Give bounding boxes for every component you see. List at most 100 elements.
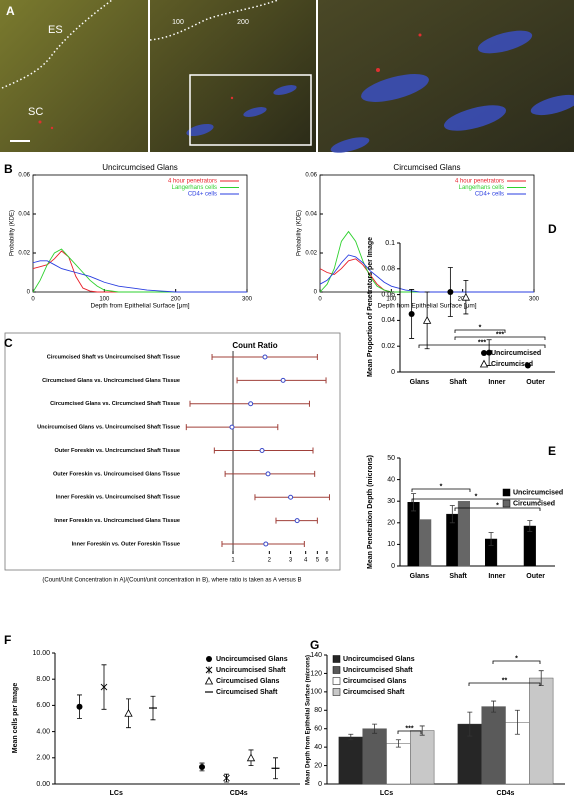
line-series xyxy=(32,248,247,293)
point-estimate xyxy=(265,471,271,477)
marker xyxy=(199,763,205,770)
bar xyxy=(338,736,363,785)
significance-label: * xyxy=(475,493,478,500)
legend-label: Circumcised Shaft xyxy=(343,689,405,696)
legend-swatch xyxy=(332,677,341,685)
error-bar xyxy=(514,709,520,735)
x-tick-label: 300 xyxy=(242,297,253,303)
y-tick-label: 80 xyxy=(314,707,322,714)
legend-label: Circumcised Shaft xyxy=(216,689,278,696)
x-tick-label: LCs xyxy=(110,790,123,797)
penetrators xyxy=(38,33,422,130)
row-label: Outer Foreskin vs. Uncircumcised Glans T… xyxy=(53,471,180,477)
x-tick-label: Outer xyxy=(526,573,545,580)
y-tick-label: 100 xyxy=(310,689,322,696)
x-tick-label: Shaft xyxy=(449,379,467,386)
y-tick-label: 2.00 xyxy=(36,755,50,762)
y-axis-label: Probability (KDE) xyxy=(10,210,16,256)
y-tick-label: 0.04 xyxy=(18,212,30,218)
x-tick-label: Glans xyxy=(410,573,430,580)
row-label: Inner Foreskin vs. Uncircumcised Glans T… xyxy=(54,518,180,524)
x-tick-label: Glans xyxy=(410,379,430,386)
row-label: Circumcised Shaft vs Uncircumcised Shaft… xyxy=(47,354,180,360)
legend-label: Circumcised xyxy=(491,361,533,368)
significance-label: * xyxy=(440,483,443,490)
y-tick-label: 0 xyxy=(27,290,31,296)
x-tick-label: LCs xyxy=(380,790,393,797)
legend-swatch xyxy=(332,666,341,674)
legend-label: Circumcised Glans xyxy=(216,678,280,685)
line-series xyxy=(32,260,247,293)
legend-label: Circumcised xyxy=(513,500,555,507)
y-tick-label: 30 xyxy=(387,498,395,505)
panel-label: G xyxy=(310,638,319,652)
significance-bracket xyxy=(454,507,541,511)
y-tick-label: 0.06 xyxy=(18,173,30,179)
marker xyxy=(223,774,230,782)
y-tick-label: 40 xyxy=(387,476,395,483)
row-label: Circumcised Glans vs. Circumcised Shaft … xyxy=(50,401,180,407)
zoom-box xyxy=(189,74,312,146)
region-label: SC xyxy=(28,106,43,118)
significance-bracket xyxy=(411,498,541,502)
y-axis-label: Mean cells per Image xyxy=(12,683,19,754)
y-tick-label: 40 xyxy=(314,744,322,751)
marker xyxy=(461,292,471,301)
footnote: (Count/Unit Concentration in A)/(Count/u… xyxy=(42,578,301,584)
bar xyxy=(362,728,387,785)
legend-label: 4 hour penetrators xyxy=(168,179,217,185)
x-tick-label: Inner xyxy=(488,573,505,580)
y-tick-label: 8.00 xyxy=(36,676,50,683)
chart-title: Circumcised Glans xyxy=(393,163,460,172)
y-tick-label: 6.00 xyxy=(36,702,50,709)
significance-bracket xyxy=(492,660,541,664)
y-tick-label: 0.06 xyxy=(381,291,395,298)
x-tick-label: 4 xyxy=(304,558,308,564)
x-tick-label: Shaft xyxy=(449,573,467,580)
y-tick-label: 0 xyxy=(391,369,395,376)
x-tick-label: 2 xyxy=(268,558,272,564)
y-tick-label: 0.00 xyxy=(36,781,50,788)
image-tick-label: 100 xyxy=(172,19,184,26)
y-tick-label: 10.00 xyxy=(32,650,50,657)
y-tick-label: 4.00 xyxy=(36,728,50,735)
significance-label: ** xyxy=(502,677,508,684)
micrograph xyxy=(0,0,148,152)
significance-bracket xyxy=(397,730,422,734)
marker xyxy=(204,676,214,685)
point-estimate xyxy=(229,424,235,430)
bar xyxy=(529,677,554,785)
y-tick-label: 0.02 xyxy=(305,251,317,257)
y-tick-label: 0.06 xyxy=(305,173,317,179)
error-bar xyxy=(411,493,417,512)
legend-swatch xyxy=(502,499,511,508)
panel-label: E xyxy=(548,444,556,458)
x-tick-label: 0 xyxy=(31,297,35,303)
y-tick-label: 140 xyxy=(310,652,322,659)
bar xyxy=(386,743,411,785)
y-axis-label: Mean Penetration Depth (microns) xyxy=(367,455,374,569)
marker xyxy=(205,666,213,674)
legend-label: CD4+ cells xyxy=(188,192,217,198)
x-tick-label: 3 xyxy=(289,558,293,564)
point-estimate xyxy=(263,541,269,547)
bar xyxy=(481,706,506,785)
panel-label: A xyxy=(6,4,15,18)
error-bar xyxy=(348,733,354,741)
x-tick-label: CD4s xyxy=(497,790,515,797)
marker xyxy=(422,316,432,324)
bar xyxy=(523,525,536,567)
significance-bracket xyxy=(468,682,541,686)
micrograph xyxy=(150,0,316,152)
y-tick-label: 0.04 xyxy=(381,317,395,324)
point-estimate xyxy=(288,494,294,500)
marker xyxy=(76,703,83,710)
row-label: Uncircumcised Glans vs. Uncircumcised Sh… xyxy=(37,425,180,431)
region-label: ES xyxy=(48,24,63,36)
error-bar xyxy=(491,700,497,713)
y-tick-label: 120 xyxy=(310,670,322,677)
y-axis-label: Probability (KDE) xyxy=(297,210,303,256)
legend-swatch xyxy=(332,655,341,663)
legend-label: Langerhans cells xyxy=(459,185,504,191)
